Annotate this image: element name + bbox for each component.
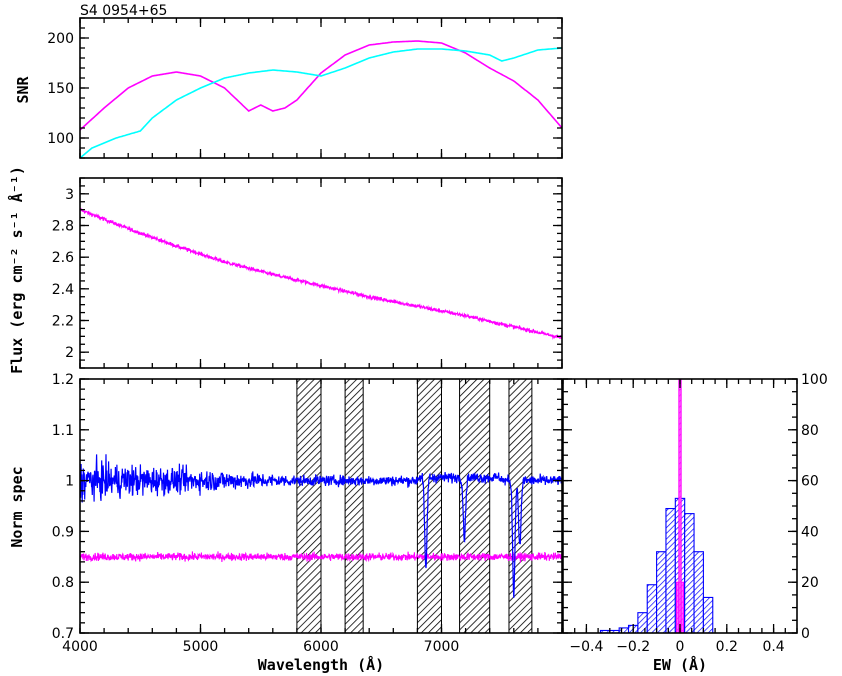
y-tick-label: 1.2	[52, 372, 74, 388]
y-tick-label: 0.8	[52, 575, 74, 591]
masked-region-2	[344, 379, 364, 633]
y-tick-label: 1.1	[52, 423, 74, 439]
normspec-blue-line	[80, 454, 562, 598]
ew-bar-blue	[665, 507, 676, 633]
y-tick-label: 100	[47, 131, 74, 147]
ew-bar-blue	[693, 551, 704, 633]
y-tick-label: 0.9	[52, 524, 74, 540]
y-tick-label: 2	[65, 345, 74, 361]
ew-bar-blue	[702, 596, 714, 633]
x-tick-label: 0	[676, 639, 685, 655]
ew-bar-blue	[684, 513, 695, 633]
y-tick-label: 200	[47, 31, 74, 47]
y-tick-label: 0.7	[52, 626, 74, 642]
ew-hist-x-axis-label: EW (Å)	[653, 655, 707, 674]
ew-hist-ticks: 0 20 40 60 80 100 −0.4 −0.2 0 0.2 0.4	[562, 372, 828, 655]
masked-region-1	[296, 379, 322, 633]
snr-y-axis-label: SNR	[14, 75, 32, 103]
masked-region-5	[508, 379, 533, 633]
ew-bar-magenta	[680, 581, 685, 633]
ew-hist-panel: 0 20 40 60 80 100 −0.4 −0.2 0 0.2 0.4 EW (Å)	[562, 372, 828, 674]
y-tick-label: 2.2	[52, 314, 74, 330]
chart-title: S4 0954+65	[80, 3, 167, 19]
ew-bar-magenta	[678, 379, 682, 633]
flux-spectrum-line	[80, 207, 562, 341]
snr-ticks: 100 150 200	[47, 17, 563, 159]
y-tick-label: 0	[801, 626, 810, 642]
normspec-x-axis-label: Wavelength (Å)	[258, 655, 384, 674]
snr-series-cyan-line	[80, 47, 562, 158]
snr-series-magenta-line	[80, 40, 562, 131]
flux-ticks: 2 2.2 2.4 2.6 2.8 3	[52, 177, 563, 369]
y-tick-label: 2.4	[52, 282, 74, 298]
flux-plot-area	[80, 207, 562, 341]
x-tick-label: 5000	[183, 639, 219, 655]
x-tick-label: 4000	[62, 639, 98, 655]
y-tick-label: 3	[65, 187, 74, 203]
y-tick-label: 2.6	[52, 250, 74, 266]
masked-region-3	[416, 379, 442, 633]
flux-panel: 2 2.2 2.4 2.6 2.8 3 Flux (erg cm⁻² s⁻¹ Å⁻¹)	[7, 166, 563, 374]
x-tick-label: 0.4	[762, 639, 784, 655]
y-tick-label: 20	[801, 575, 819, 591]
ew-bar-blue	[637, 612, 648, 633]
snr-plot-area	[80, 40, 562, 158]
x-tick-label: 6000	[303, 639, 339, 655]
snr-panel: 100 150 200 SNR	[14, 17, 563, 159]
flux-axes-frame	[79, 177, 563, 369]
normspec-magenta-line	[80, 551, 562, 563]
y-tick-label: 60	[801, 474, 819, 490]
flux-y-axis-label: Flux (erg cm⁻² s⁻¹ Å⁻¹)	[7, 166, 26, 374]
x-tick-label: −0.2	[616, 639, 650, 655]
x-tick-label: −0.4	[569, 639, 603, 655]
y-tick-label: 100	[801, 372, 828, 388]
normspec-plot-area	[80, 379, 562, 633]
y-tick-label: 40	[801, 524, 819, 540]
y-tick-label: 1	[65, 474, 74, 490]
snr-axes-frame	[79, 17, 563, 159]
ew-hist-plot-area	[599, 379, 714, 633]
y-tick-label: 150	[47, 81, 74, 97]
y-tick-label: 2.8	[52, 219, 74, 235]
normspec-panel: 0.7 0.8 0.9 1 1.1 1.2 4000 5000 6000 7000 Norm sp…	[8, 372, 563, 674]
ew-bar-blue	[656, 551, 667, 633]
normspec-ticks: 0.7 0.8 0.9 1 1.1 1.2 4000 5000 6000 7000	[52, 372, 563, 655]
y-tick-label: 80	[801, 423, 819, 439]
ew-bar-blue	[646, 584, 658, 633]
x-tick-label: 0.2	[716, 639, 738, 655]
normspec-y-axis-label: Norm spec	[8, 466, 26, 547]
x-tick-label: 7000	[424, 639, 460, 655]
masked-region-4	[459, 379, 491, 633]
